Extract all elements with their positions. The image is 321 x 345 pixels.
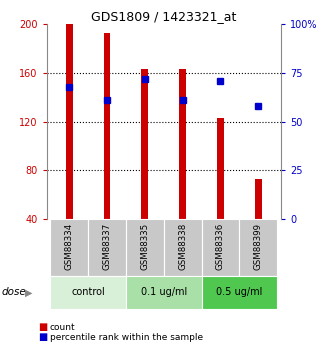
Text: 0.5 ug/ml: 0.5 ug/ml (216, 287, 263, 297)
Bar (239, 219, 277, 276)
Bar (217, 118, 224, 219)
Text: ■: ■ (39, 333, 48, 342)
Text: dose: dose (2, 287, 26, 297)
Text: GSM88337: GSM88337 (102, 223, 111, 270)
Bar (142, 69, 148, 219)
Text: GSM88334: GSM88334 (65, 223, 74, 270)
Text: GSM88338: GSM88338 (178, 223, 187, 270)
Text: 0.1 ug/ml: 0.1 ug/ml (141, 287, 187, 297)
Bar (50, 219, 88, 276)
Bar (202, 219, 239, 276)
Bar (179, 69, 186, 219)
Bar (255, 179, 262, 219)
Text: control: control (71, 287, 105, 297)
Title: GDS1809 / 1423321_at: GDS1809 / 1423321_at (91, 10, 236, 23)
Text: count: count (50, 323, 75, 332)
Text: ▶: ▶ (24, 287, 32, 297)
Bar (126, 219, 164, 276)
Bar (202, 276, 277, 309)
Text: GSM88335: GSM88335 (140, 223, 149, 270)
Text: GSM88399: GSM88399 (254, 223, 263, 270)
Text: percentile rank within the sample: percentile rank within the sample (50, 333, 203, 342)
Bar (126, 276, 202, 309)
Text: GSM88336: GSM88336 (216, 223, 225, 270)
Bar (88, 219, 126, 276)
Bar (104, 33, 110, 219)
Bar (66, 24, 73, 219)
Bar (50, 276, 126, 309)
Bar (164, 219, 202, 276)
Text: ■: ■ (39, 322, 48, 332)
